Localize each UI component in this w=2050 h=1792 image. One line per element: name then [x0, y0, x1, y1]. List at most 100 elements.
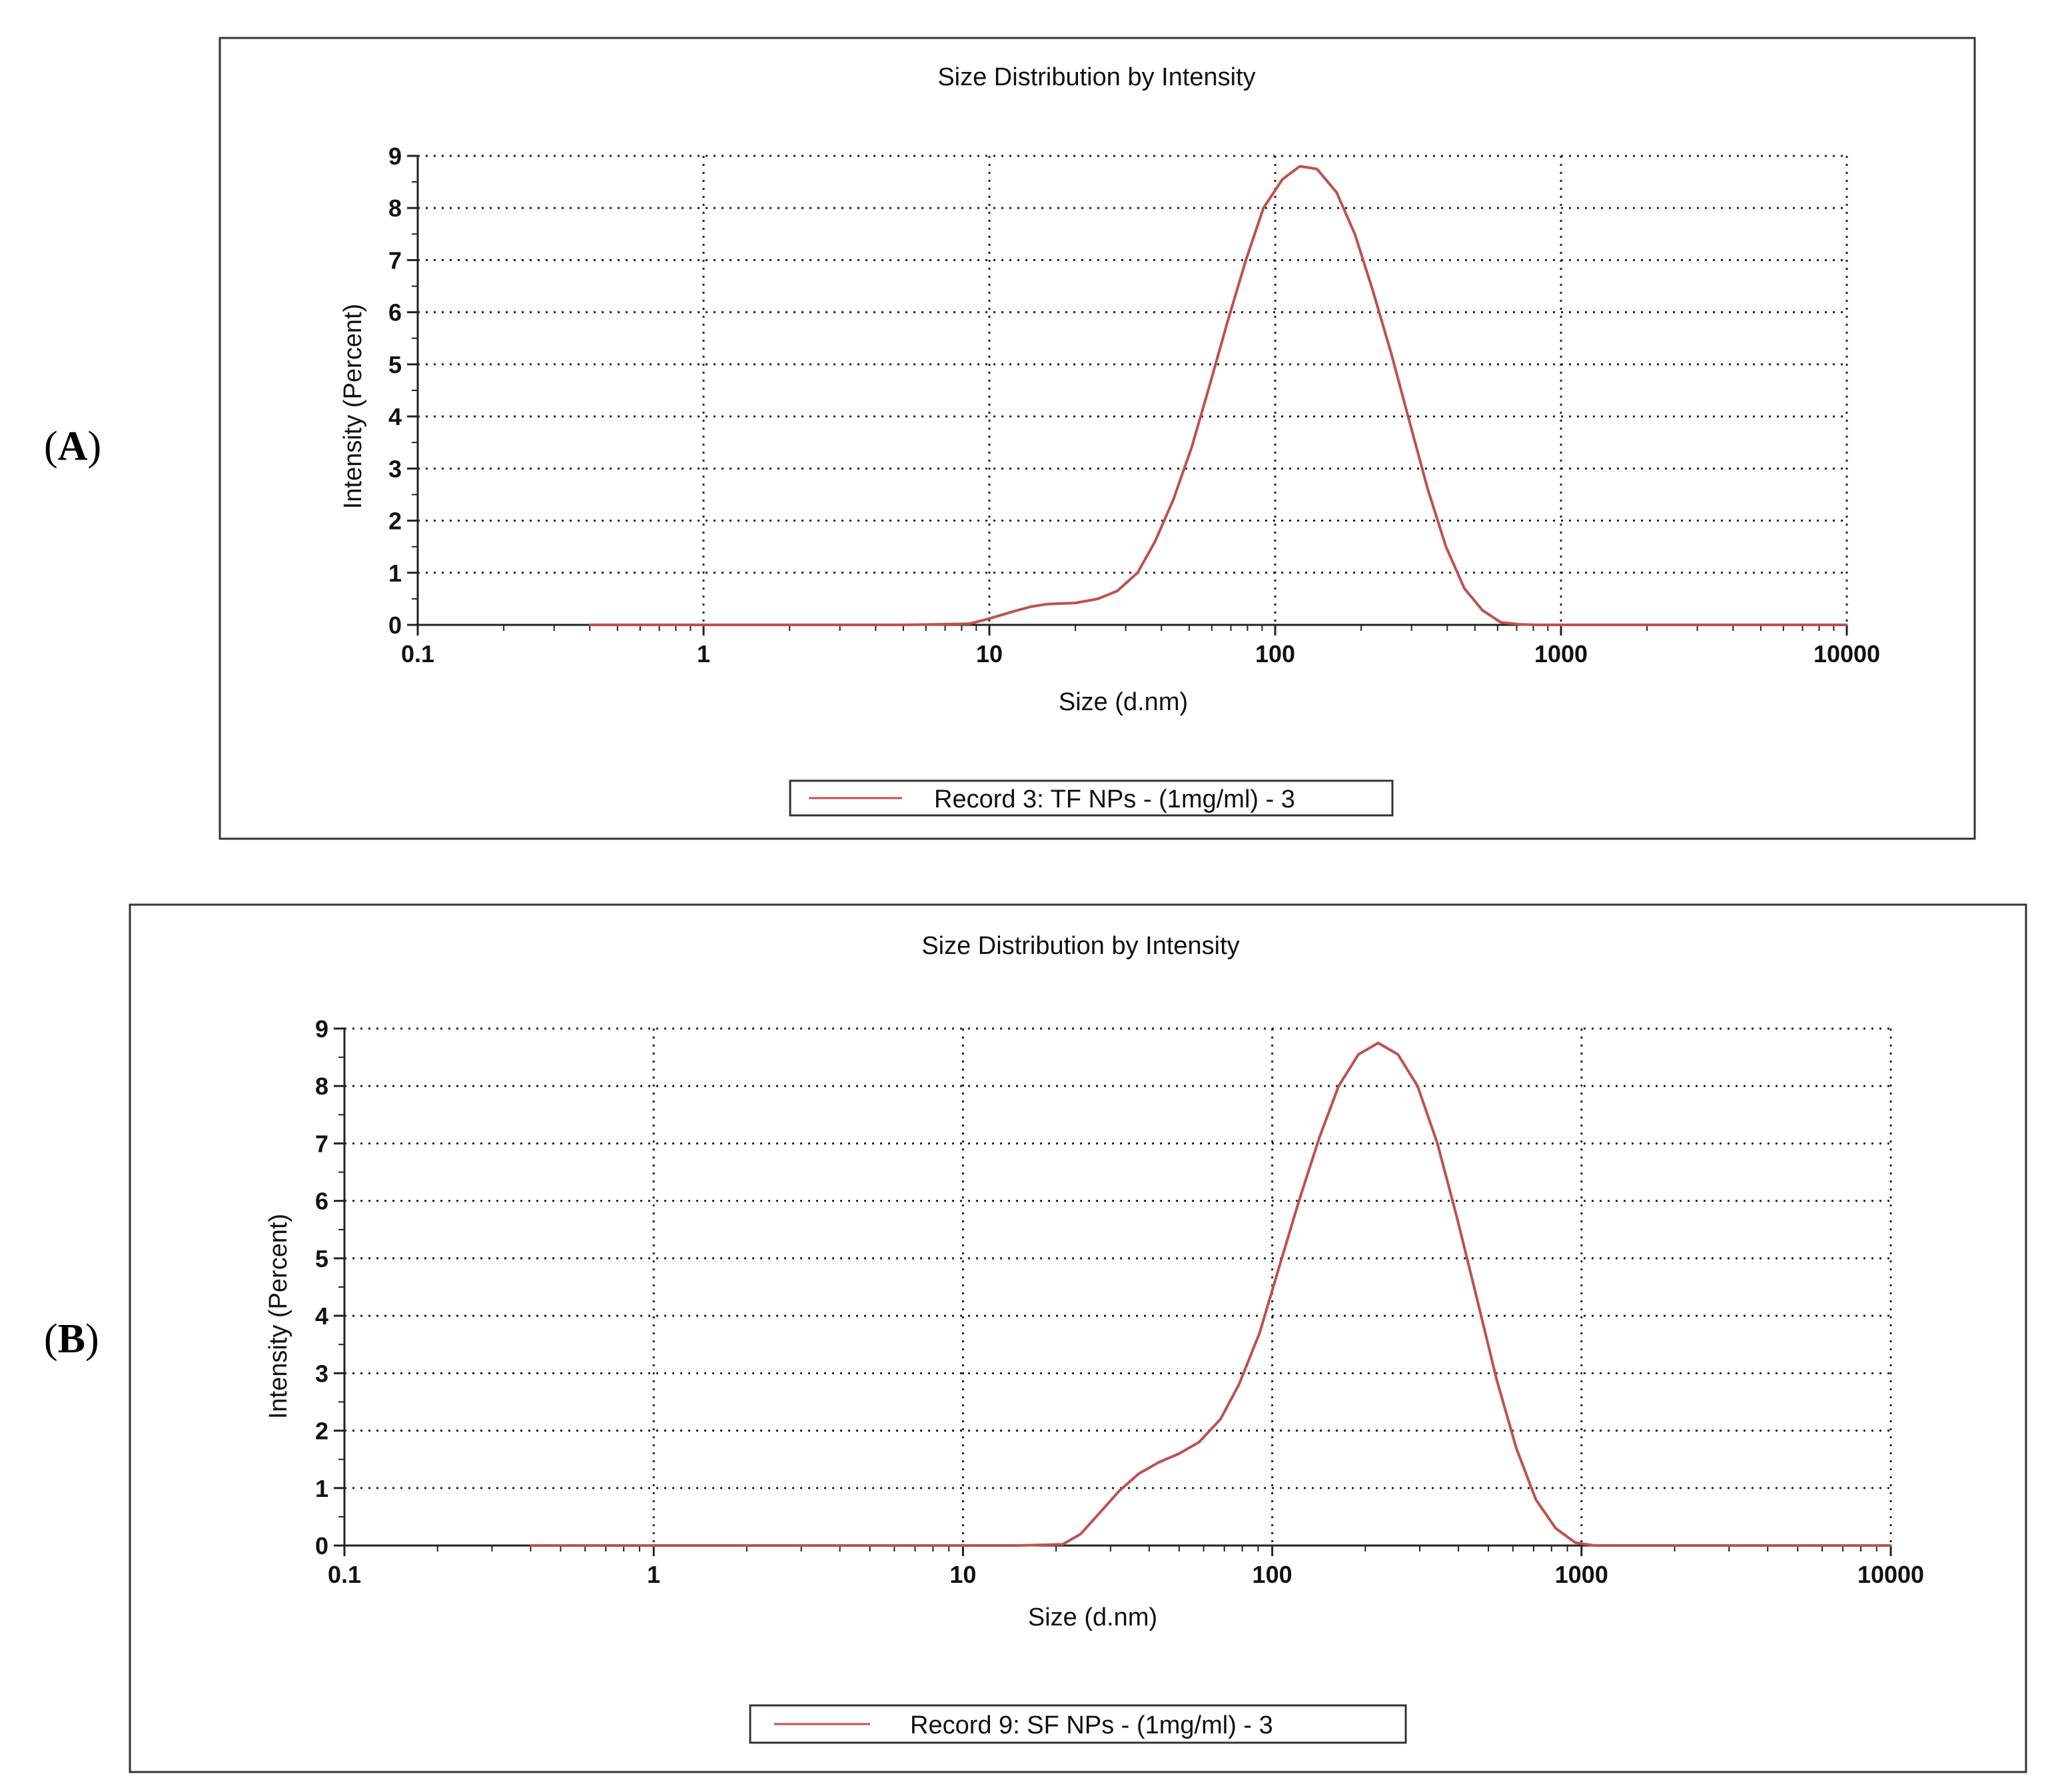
panel-b-x-tick-label: 10 [949, 1561, 976, 1588]
panel-a-data-point [1298, 165, 1301, 168]
panel-b-legend: Record 9: SF NPs - (1mg/ml) - 3 [749, 1704, 1407, 1744]
panel-a-data-point [1390, 352, 1392, 355]
panel-a-data-point [1426, 488, 1429, 491]
panel-b-data-point [1219, 1418, 1222, 1420]
panel-a-x-tick-label: 1000 [1534, 640, 1588, 668]
panel-a-data-point [988, 618, 991, 620]
panel-b-data-point [961, 1544, 964, 1547]
panel-a-y-tick-label: 7 [388, 246, 402, 274]
panel-a-data-point [1245, 258, 1247, 261]
panel-a-data-point [1262, 207, 1265, 209]
panel-a: (A) Size Distribution by Intensity 0 1 2 3 4… [44, 37, 1976, 840]
panel-b-legend-label: Record 9: SF NPs - (1mg/ml) - 3 [910, 1711, 1273, 1739]
panel-b-data-point [652, 1544, 655, 1547]
panel-a-data-point [1444, 546, 1447, 548]
panel-b-data-point [1593, 1544, 1596, 1547]
panel-b-data-point [1318, 1136, 1320, 1139]
panel-a-data-point [902, 624, 905, 626]
panel-b-data-point [1178, 1452, 1181, 1455]
panel-b-y-tick-label: 4 [315, 1302, 328, 1330]
panel-b-series-line-0 [530, 1041, 1891, 1547]
panel-a-y-tick-label: 3 [388, 455, 402, 482]
panel-a-data-point [588, 624, 591, 626]
panel-b-data-point [1495, 1378, 1498, 1380]
panel-b-data-point [1079, 1533, 1082, 1536]
panel-a-data-point [1191, 446, 1193, 449]
panel-a-data-point [1536, 624, 1538, 626]
panel-a-data-point [968, 622, 971, 625]
panel-a-data-point [1760, 624, 1762, 626]
panel-b-y-tick-label: 0 [315, 1532, 328, 1560]
panel-a-data-point [1226, 321, 1229, 324]
panel-a-data-point [1074, 602, 1077, 604]
panel-a-data-point [1408, 420, 1411, 423]
panel-a-data-point [1463, 587, 1466, 590]
panel-b-data-point [1796, 1544, 1799, 1547]
panel-a-data-point [1030, 606, 1033, 608]
panel-b-grid: 0 1 2 3 4 5 6 7 8 9 0.1 1 10 100 1000 10000 [315, 1015, 1924, 1588]
panel-b-data-point [1396, 1053, 1399, 1056]
panel-b-data-point [529, 1544, 532, 1547]
panel-b-title: Size Distribution by Intensity [921, 932, 1239, 960]
panel-a-y-tick-label: 1 [388, 560, 402, 587]
panel-a-y-tick-label: 2 [388, 508, 402, 535]
panel-a-data-point [1209, 384, 1211, 386]
panel-b-y-axis-label: Intensity (Percent) [264, 1214, 292, 1419]
panel-b-data-point [1416, 1085, 1419, 1087]
panel-b-data-point [1238, 1384, 1241, 1386]
panel-a-y-tick-label: 4 [388, 403, 402, 430]
panel-b-y-tick-label: 3 [315, 1360, 328, 1387]
panel-a-series-line-0 [590, 165, 1847, 626]
panel-a-y-tick-label: 5 [388, 351, 402, 378]
panel-b-data-point [1100, 1510, 1103, 1512]
panel-b-y-tick-label: 2 [315, 1418, 328, 1445]
panel-a-x-axis-label: Size (d.nm) [1059, 688, 1188, 716]
panel-b-frame [129, 903, 2027, 1773]
panel-b-data-point [1279, 1263, 1281, 1266]
panel-a-x-tick-label: 1 [697, 640, 710, 668]
panel-a-title: Size Distribution by Intensity [937, 63, 1255, 91]
panel-b-data-point [1157, 1461, 1160, 1464]
panel-b-data-point [1476, 1297, 1478, 1300]
panel-b: (B) Size Distribution by Intensity 0 1 2 3 4… [44, 903, 2027, 1773]
panel-a-x-tick-label: 100 [1255, 640, 1295, 668]
panel-b-data-point [1198, 1441, 1201, 1444]
panel-a-data-point [1316, 168, 1318, 171]
panel-b-data-point [1574, 1542, 1577, 1544]
panel-b-x-tick-label: 1000 [1555, 1561, 1608, 1588]
panel-b-y-tick-label: 1 [315, 1475, 328, 1502]
panel-a-data-point [1281, 178, 1284, 181]
panel-a-data-point [1047, 603, 1049, 606]
panel-a-data-point [702, 624, 705, 626]
panel-b-data-point [1061, 1543, 1064, 1546]
panel-b-data-point [1534, 1498, 1537, 1501]
panel-a-data-point [1011, 610, 1013, 613]
panel-b-data-point [1436, 1142, 1438, 1144]
panel-b-data-point [1016, 1544, 1019, 1547]
panel-a-data-point [1154, 540, 1157, 543]
panel-b-x-tick-label: 0.1 [328, 1561, 361, 1588]
panel-b-x-tick-label: 1 [647, 1561, 660, 1588]
panel-b-data-point [1137, 1472, 1140, 1475]
panel-a-y-tick-label: 8 [388, 195, 402, 222]
panel-a-x-tick-label: 10000 [1813, 640, 1880, 668]
panel-a-y-tick-label: 0 [388, 612, 402, 639]
panel-b-data-point [869, 1544, 871, 1547]
panel-a-data-point [1354, 232, 1356, 235]
panel-a-data-point [1172, 498, 1175, 501]
panel-a-frame [219, 37, 1976, 840]
panel-a-data-point [1481, 609, 1484, 612]
panel-b-data-point [1554, 1527, 1557, 1530]
panel-b-y-tick-label: 5 [315, 1245, 328, 1272]
panel-b-data-point [1357, 1053, 1360, 1056]
panel-a-data-point [1136, 572, 1139, 574]
panel-b-label: (B) [44, 1316, 99, 1362]
panel-b-x-axis-label: Size (d.nm) [1028, 1603, 1157, 1631]
panel-b-data-point [1298, 1200, 1300, 1202]
panel-a-plot-area [588, 165, 1848, 626]
panel-b-data-point [1337, 1085, 1340, 1087]
panel-a-data-point [1560, 624, 1562, 626]
panel-b-data-point [1456, 1217, 1458, 1220]
panel-b-y-tick-label: 9 [315, 1015, 328, 1043]
